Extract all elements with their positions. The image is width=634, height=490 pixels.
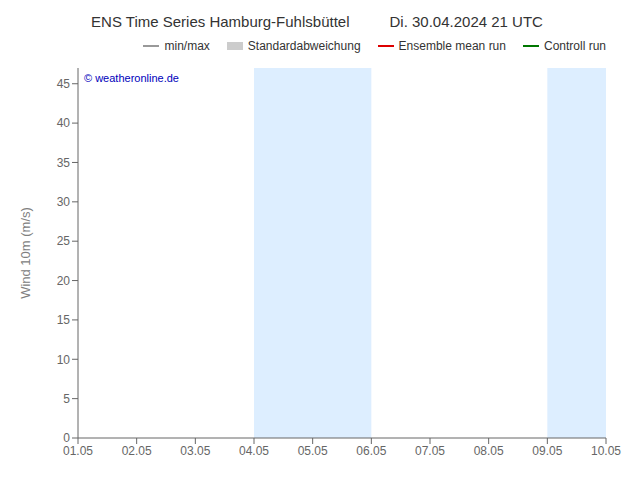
html-text:© weatheronline.de: © weatheronline.de bbox=[84, 72, 179, 84]
svg-text:10.05: 10.05 bbox=[591, 444, 621, 458]
svg-text:04.05: 04.05 bbox=[239, 444, 269, 458]
svg-text:01.05: 01.05 bbox=[63, 444, 93, 458]
svg-text:25: 25 bbox=[57, 234, 71, 248]
svg-text:03.05: 03.05 bbox=[180, 444, 210, 458]
html-text:Standardabweichung: Standardabweichung bbox=[247, 39, 361, 53]
svg-text:35: 35 bbox=[57, 156, 71, 170]
svg-text:Wind 10m (m/s): Wind 10m (m/s) bbox=[18, 207, 33, 299]
html-text:Controll run: Controll run bbox=[544, 39, 606, 53]
svg-text:07.05: 07.05 bbox=[415, 444, 445, 458]
html-text:ENS Time Series Hamburg-Fuhlsb: ENS Time Series Hamburg-Fuhlsbüttel bbox=[91, 12, 350, 30]
svg-text:08.05: 08.05 bbox=[474, 444, 504, 458]
svg-text:30: 30 bbox=[57, 195, 71, 209]
html-text:Ensemble mean run: Ensemble mean run bbox=[398, 39, 506, 53]
svg-text:09.05: 09.05 bbox=[532, 444, 562, 458]
html-text:min/max: min/max bbox=[164, 39, 210, 53]
svg-text:0: 0 bbox=[63, 431, 70, 445]
svg-text:15: 15 bbox=[57, 313, 71, 327]
svg-text:05.05: 05.05 bbox=[298, 444, 328, 458]
svg-text:5: 5 bbox=[63, 392, 70, 406]
svg-text:45: 45 bbox=[57, 77, 71, 91]
html-text:Di. 30.04.2024 21 UTC: Di. 30.04.2024 21 UTC bbox=[389, 12, 543, 30]
svg-text:40: 40 bbox=[57, 116, 71, 130]
svg-text:10: 10 bbox=[57, 353, 71, 367]
svg-text:02.05: 02.05 bbox=[122, 444, 152, 458]
svg-text:20: 20 bbox=[57, 274, 71, 288]
svg-text:06.05: 06.05 bbox=[356, 444, 386, 458]
